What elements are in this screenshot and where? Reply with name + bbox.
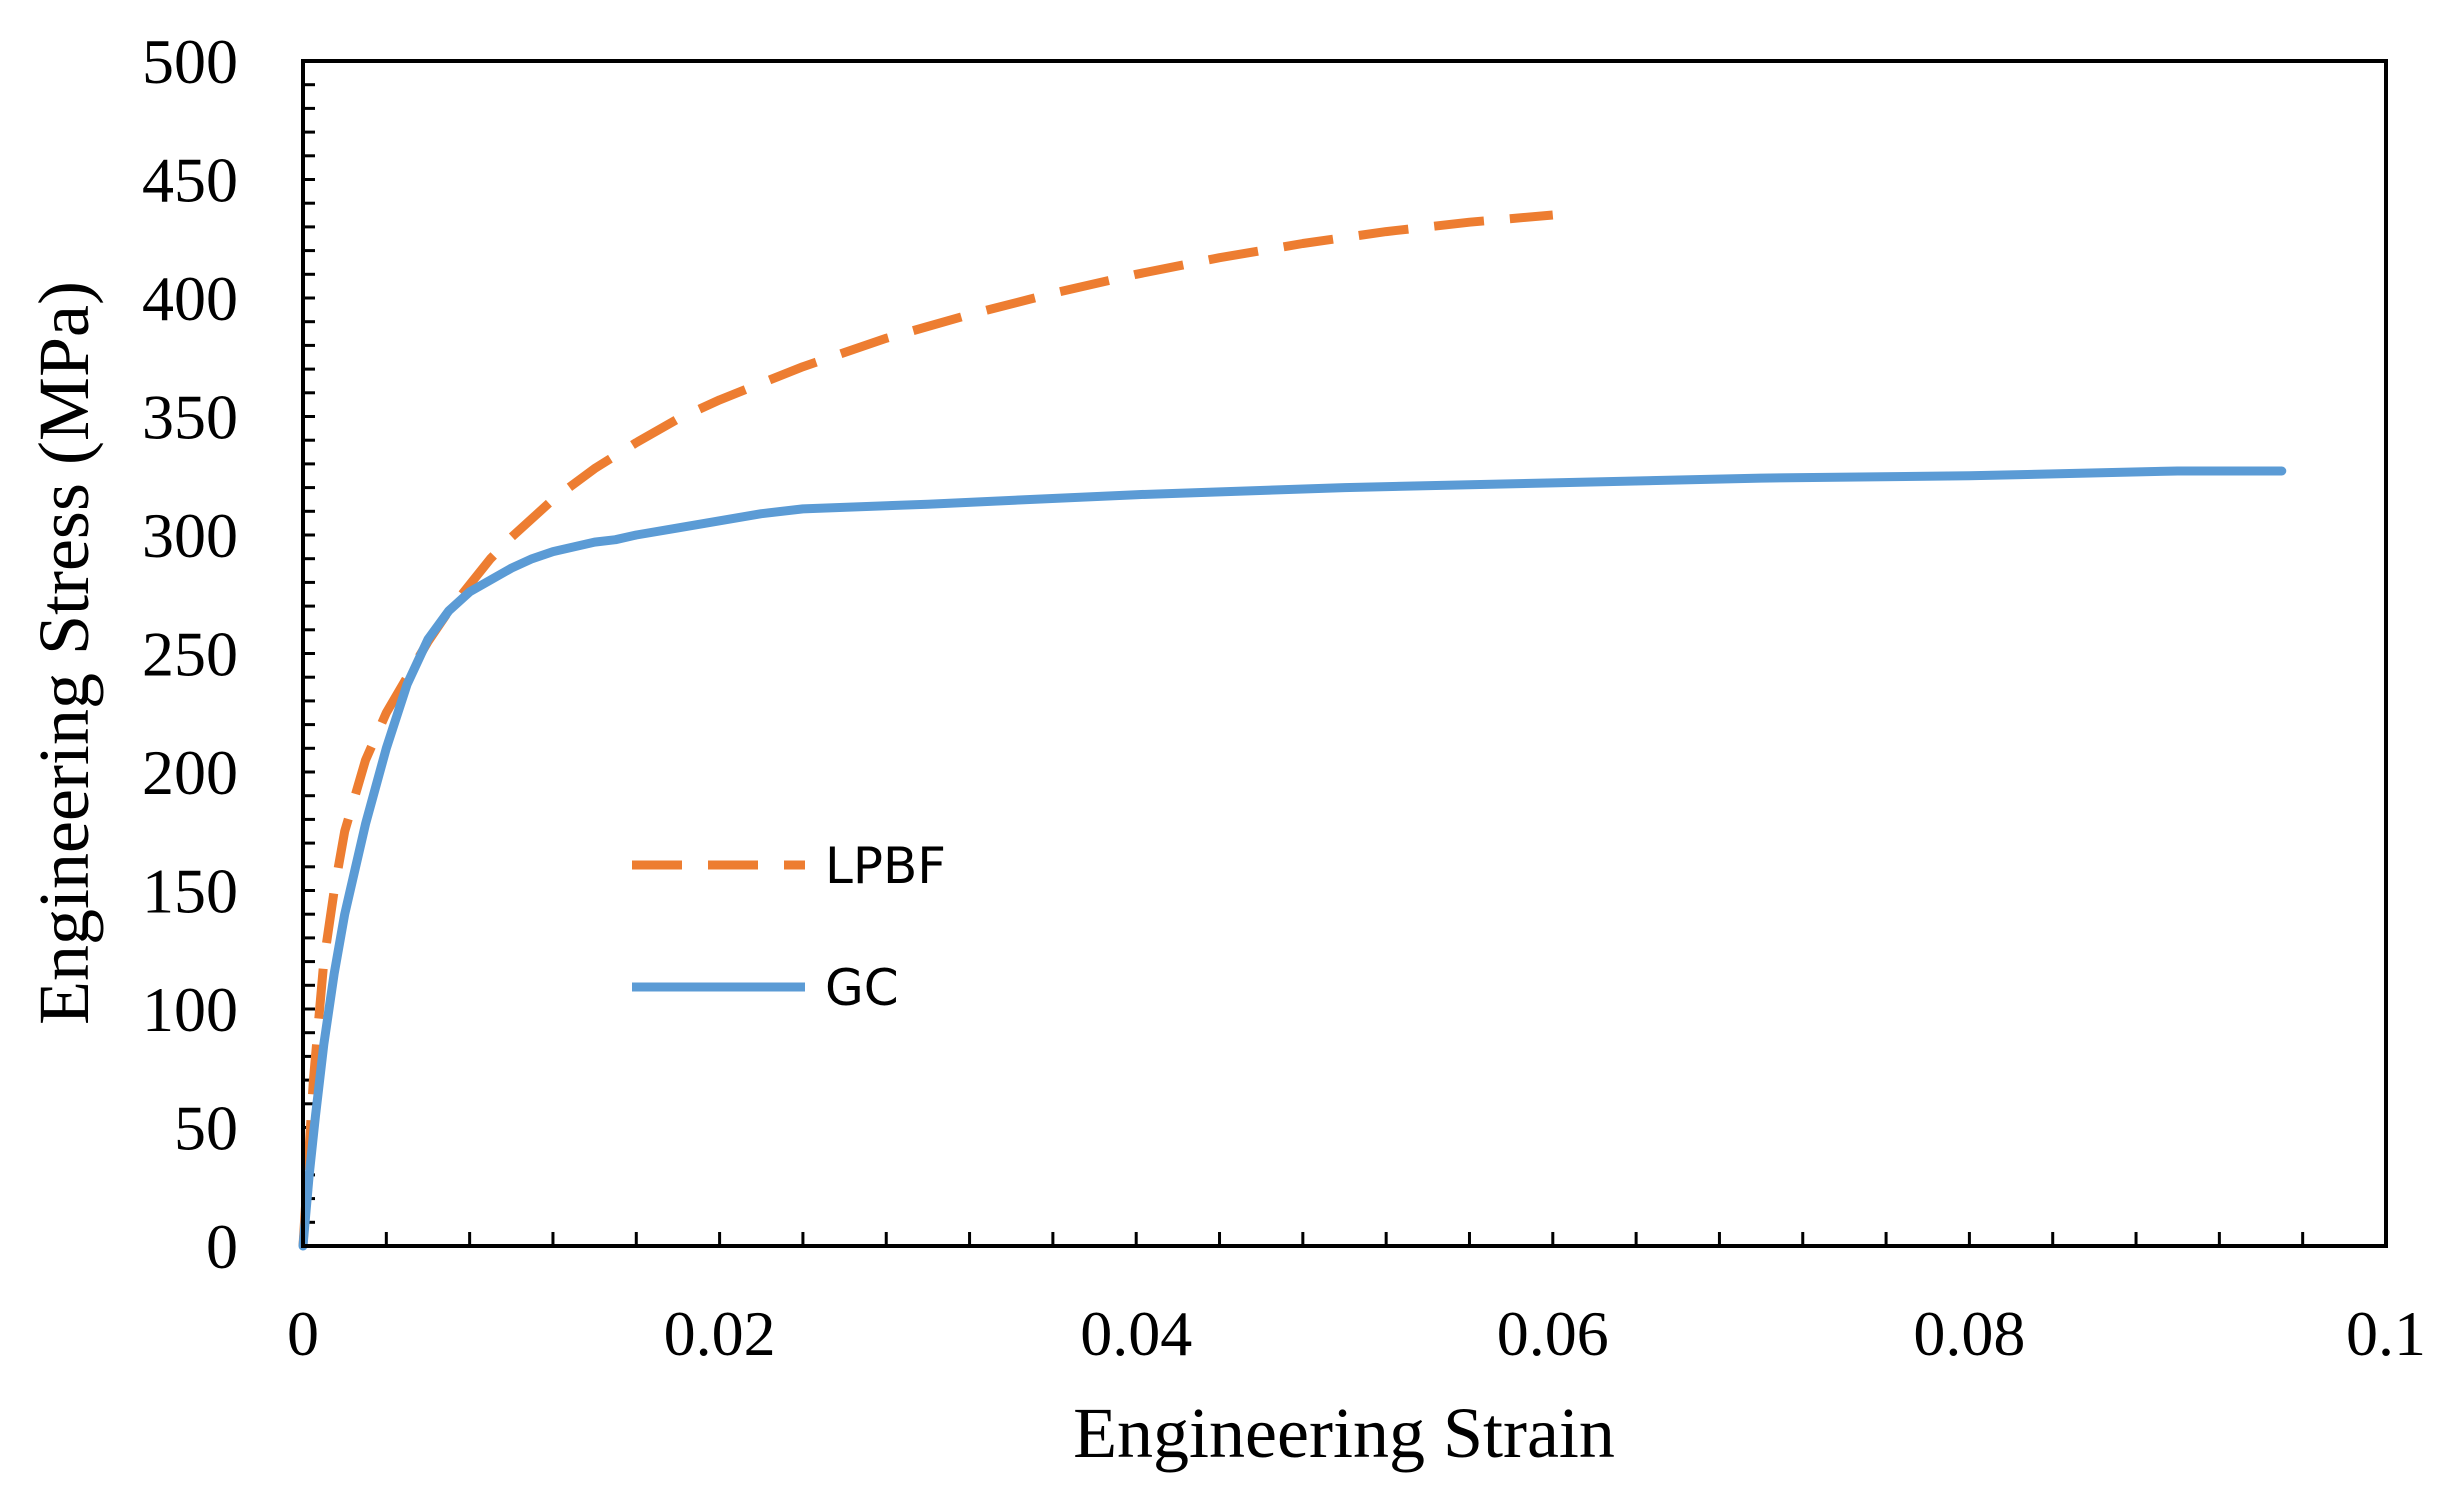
y-tick-label: 400 [142,263,238,334]
legend-label-gc: GC [825,959,899,1017]
x-tick-label: 0.02 [664,1298,776,1369]
series-line-gc [298,466,2287,1251]
x-tick-label: 0.06 [1497,1298,1609,1369]
y-tick-label: 500 [142,26,238,97]
x-tick-label: 0.04 [1080,1298,1192,1369]
y-tick-label: 300 [142,500,238,571]
series-line-lpbf [298,210,1554,1247]
legend-label-lpbf: LPBF [825,837,946,895]
x-tick-label: 0.08 [1913,1298,2025,1369]
y-axis-title: Engineering Stress (MPa) [24,281,104,1025]
y-tick-label: 50 [174,1093,238,1164]
legend: LPBF GC [632,837,946,1017]
y-tick-label: 450 [142,145,238,216]
x-tick-label: 0 [287,1298,319,1369]
y-tick-label: 100 [142,974,238,1045]
y-tick-label: 250 [142,619,238,690]
y-tick-label: 350 [142,382,238,453]
x-axis-title: Engineering Strain [1073,1393,1615,1473]
y-tick-label: 0 [206,1211,238,1282]
y-tick-label: 200 [142,737,238,808]
x-tick-label: 0.1 [2346,1298,2426,1369]
plot-area-frame [301,59,2388,1248]
y-tick-label: 150 [142,856,238,927]
